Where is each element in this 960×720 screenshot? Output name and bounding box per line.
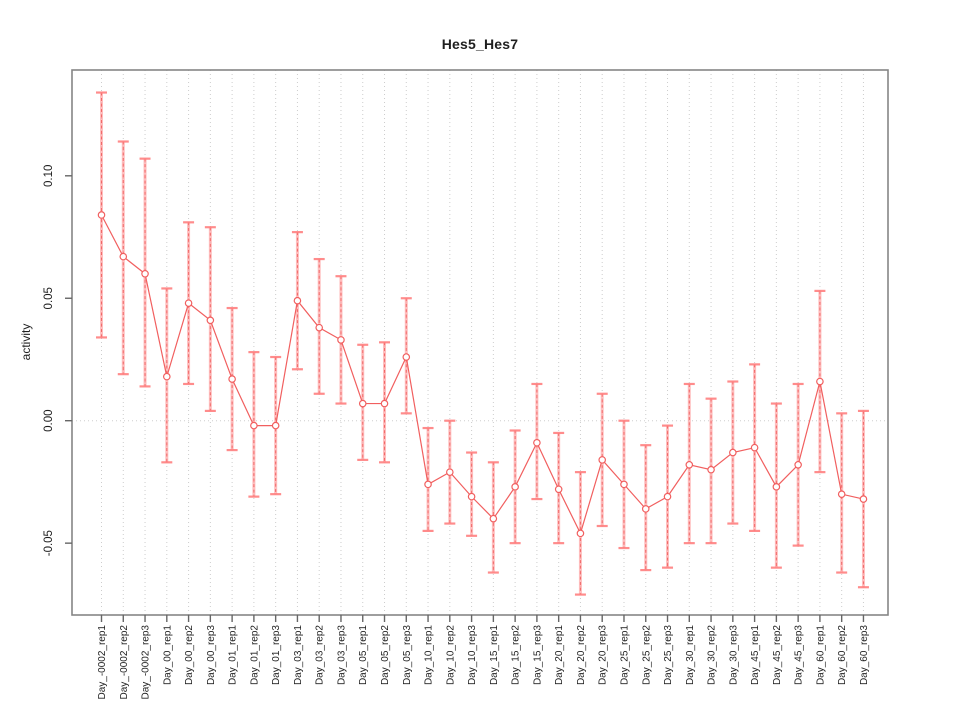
x-tick-label: Day_20_rep3	[598, 625, 609, 685]
x-tick-label: Day_03_rep2	[315, 625, 326, 685]
data-point-marker	[663, 492, 672, 501]
data-point-marker	[794, 460, 802, 469]
data-point-marker	[750, 443, 759, 452]
x-tick-label: Day_60_rep1	[815, 625, 826, 685]
y-tick-label: -0.05	[43, 530, 55, 556]
series-line	[100, 214, 864, 535]
x-tick-label: Day_20_rep2	[576, 625, 587, 685]
x-tick-label: Day_10_rep2	[445, 625, 456, 685]
plot-box	[71, 69, 889, 616]
data-point-marker	[467, 492, 476, 501]
data-point-marker	[816, 377, 824, 386]
x-tick-label: Day_15_rep3	[532, 625, 543, 685]
data-point-marker	[489, 514, 498, 523]
x-tick-label: Day_15_rep1	[489, 625, 500, 685]
data-point-marker	[598, 456, 607, 464]
x-tick-label: Day_05_rep2	[380, 625, 391, 685]
x-tick-label: Day_00_rep3	[206, 625, 217, 685]
x-tick-label: Day_01_rep2	[249, 625, 260, 685]
data-point-marker	[119, 252, 128, 261]
data-point-marker	[837, 490, 846, 498]
x-tick-label: Day_-0002_rep1	[97, 625, 108, 700]
y-tick-label: 0.10	[43, 165, 55, 187]
x-tick-label: Day_00_rep1	[162, 625, 173, 685]
data-point-marker	[315, 323, 324, 332]
x-tick-label: Day_30_rep2	[707, 625, 718, 685]
x-tick-label: Day_10_rep1	[424, 625, 435, 685]
x-tick-label: Day_05_rep3	[402, 625, 413, 685]
data-point-marker	[620, 480, 628, 489]
data-point-marker	[859, 495, 868, 503]
x-tick-label: Day_60_rep3	[859, 625, 870, 685]
x-tick-label: Day_30_rep3	[728, 625, 739, 685]
x-tick-label: Day_03_rep1	[293, 625, 304, 685]
data-point-marker	[97, 211, 106, 219]
x-tick-label: Day_30_rep1	[685, 625, 696, 685]
data-point-marker	[533, 438, 541, 447]
data-point-marker	[184, 299, 193, 307]
data-point-marker	[729, 448, 737, 457]
y-tick-label: 0.00	[43, 410, 55, 432]
data-point-marker	[163, 372, 171, 381]
x-tick-label: Day_15_rep2	[511, 625, 522, 685]
x-tick-label: Day_01_rep3	[271, 625, 282, 685]
x-tick-label: Day_05_rep1	[358, 625, 369, 685]
x-tick-label: Day_45_rep1	[750, 625, 761, 685]
data-point-marker	[402, 353, 411, 361]
x-tick-label: Day_20_rep1	[554, 625, 565, 685]
x-tick-label: Day_01_rep1	[228, 625, 239, 685]
chart-title: Hes5_Hes7	[441, 36, 519, 52]
data-point-marker	[250, 421, 258, 430]
data-point-marker	[685, 460, 694, 469]
x-tick-label: Day_60_rep2	[837, 625, 848, 685]
data-point-marker	[511, 483, 519, 491]
data-point-marker	[293, 296, 302, 305]
data-point-marker	[228, 375, 236, 383]
data-point-marker	[424, 480, 432, 489]
data-point-marker	[271, 421, 280, 430]
data-point-marker	[358, 399, 367, 408]
x-tick-label: Day_-0002_rep2	[119, 625, 130, 700]
x-tick-label: Day_25_rep1	[619, 625, 630, 685]
x-tick-label: Day_45_rep3	[794, 625, 805, 685]
data-point-marker	[707, 465, 715, 474]
data-point-marker	[641, 505, 650, 513]
x-tick-label: Day_00_rep2	[184, 625, 195, 685]
data-point-marker	[380, 399, 389, 408]
data-point-marker	[446, 468, 454, 476]
x-tick-label: Day_25_rep2	[641, 625, 652, 685]
x-tick-label: Day_45_rep2	[772, 625, 783, 685]
x-tick-label: Day_25_rep3	[663, 625, 674, 685]
x-tick-label: Day_-0002_rep3	[141, 625, 152, 700]
data-point-marker	[206, 316, 215, 325]
data-point-marker	[141, 269, 149, 278]
data-point-marker	[576, 529, 585, 538]
x-tick-label: Day_10_rep3	[467, 625, 478, 685]
data-point-marker	[337, 336, 345, 344]
data-point-marker	[772, 483, 781, 491]
y-tick-label: 0.05	[43, 287, 55, 309]
data-point-marker	[554, 485, 563, 494]
x-tick-label: Day_03_rep3	[336, 625, 347, 685]
